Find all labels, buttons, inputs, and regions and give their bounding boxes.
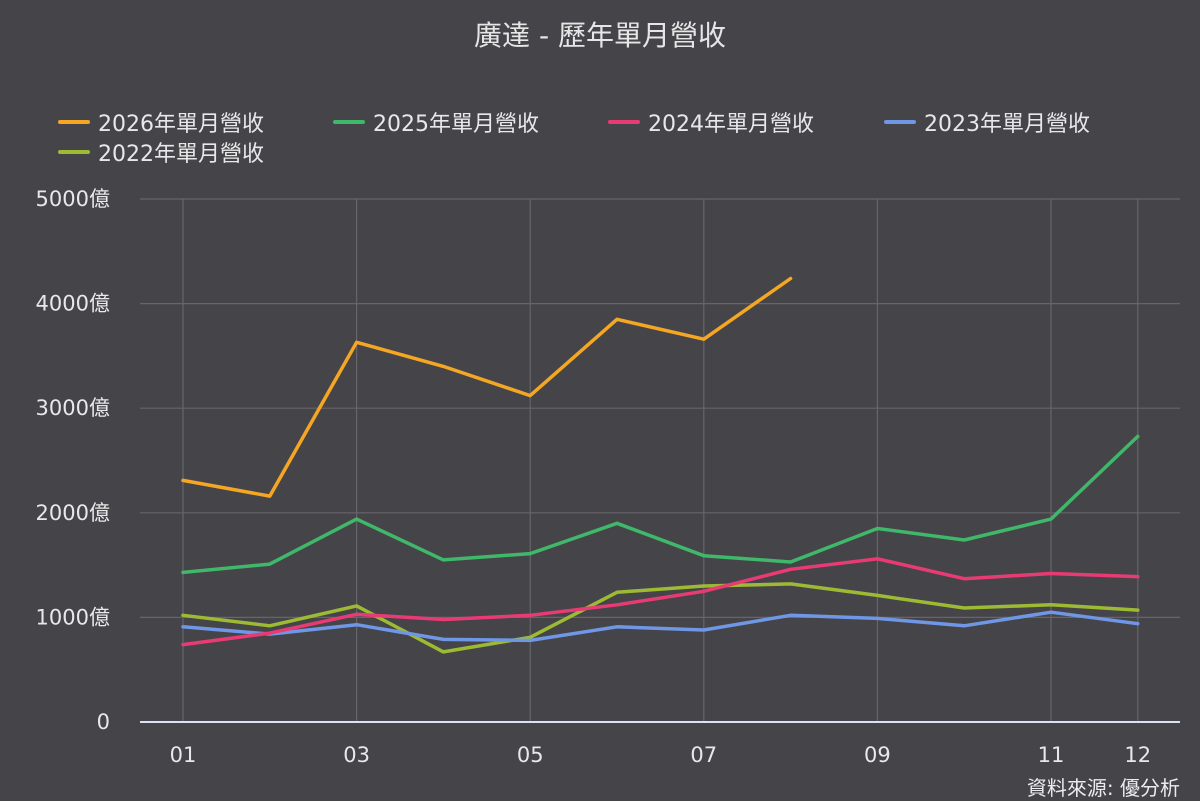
legend-label: 2024年單月營收 — [648, 112, 814, 137]
x-tick-label: 09 — [864, 743, 891, 767]
series-line-2025 — [181, 434, 1140, 575]
series-line-2022 — [181, 582, 1140, 654]
legend-swatch — [58, 120, 90, 124]
legend-item-2025[interactable]: 2025年單月營收 — [333, 108, 539, 137]
y-tick-label: 4000億 — [36, 292, 110, 316]
legend-swatch — [58, 150, 90, 154]
legend-label: 2026年單月營收 — [98, 112, 264, 137]
legend-item-2024[interactable]: 2024年單月營收 — [608, 108, 814, 137]
x-tick-label: 12 — [1124, 743, 1151, 767]
legend-swatch — [884, 120, 916, 124]
y-tick-label: 2000億 — [36, 501, 110, 525]
legend-label: 2023年單月營收 — [924, 112, 1090, 137]
series-line-2024 — [181, 557, 1140, 647]
x-tick-label: 01 — [170, 743, 197, 767]
y-tick-label: 0 — [97, 710, 110, 734]
legend-swatch — [608, 120, 640, 124]
legend-label: 2022年單月營收 — [98, 142, 264, 167]
y-tick-label: 3000億 — [36, 396, 110, 420]
legend-item-2023[interactable]: 2023年單月營收 — [884, 108, 1090, 137]
y-tick-label: 1000億 — [36, 605, 110, 629]
chart-title: 廣達 - 歷年單月營收 — [474, 19, 726, 52]
y-tick-label: 5000億 — [36, 187, 110, 211]
legend-item-2026[interactable]: 2026年單月營收 — [58, 108, 264, 137]
legend-item-2022[interactable]: 2022年單月營收 — [58, 138, 264, 167]
x-tick-label: 05 — [517, 743, 544, 767]
legend-label: 2025年單月營收 — [373, 112, 539, 137]
x-tick-label: 11 — [1038, 743, 1065, 767]
source-note: 資料來源: 優分析 — [1026, 776, 1180, 800]
series-line-2026 — [181, 276, 793, 498]
legend-swatch — [333, 120, 365, 124]
series-line-2023 — [181, 610, 1140, 643]
x-tick-label: 07 — [690, 743, 717, 767]
x-tick-label: 03 — [343, 743, 370, 767]
